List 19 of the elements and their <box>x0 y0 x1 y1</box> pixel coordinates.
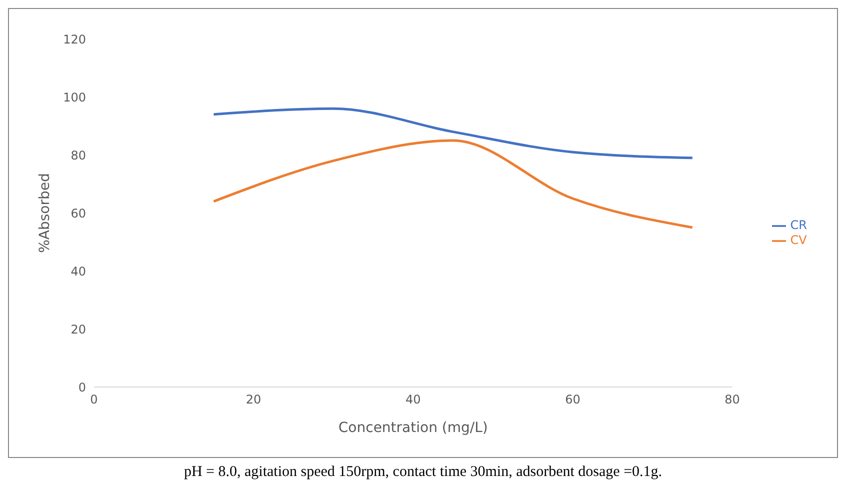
x-tick-label: 80 <box>724 392 740 407</box>
text: pH = 8.0, agitation speed 150rpm, contact time 30min, adsorbent dosage =0.1g. <box>182 464 664 481</box>
x-tick-label: 20 <box>246 392 262 407</box>
y-tick-label: 100 <box>63 90 86 104</box>
y-tick-label: 120 <box>63 32 86 46</box>
legend-label: CV <box>790 233 807 247</box>
y-tick-label: 40 <box>70 264 86 278</box>
x-tick-label: 0 <box>90 392 98 407</box>
x-tick-label: 40 <box>406 392 421 407</box>
y-tick-label: 0 <box>78 380 86 394</box>
y-tick-label: 60 <box>70 206 86 220</box>
x-tick-label: 60 <box>565 392 580 407</box>
line-series <box>212 139 694 229</box>
legend-label: CR <box>790 218 807 232</box>
x-axis-title: Concentration (mg/L) <box>338 420 488 436</box>
y-axis-title: %Absorbed <box>36 173 53 253</box>
y-tick-label: 20 <box>70 322 86 336</box>
line-series <box>212 107 694 160</box>
y-tick-label: 80 <box>70 148 86 162</box>
